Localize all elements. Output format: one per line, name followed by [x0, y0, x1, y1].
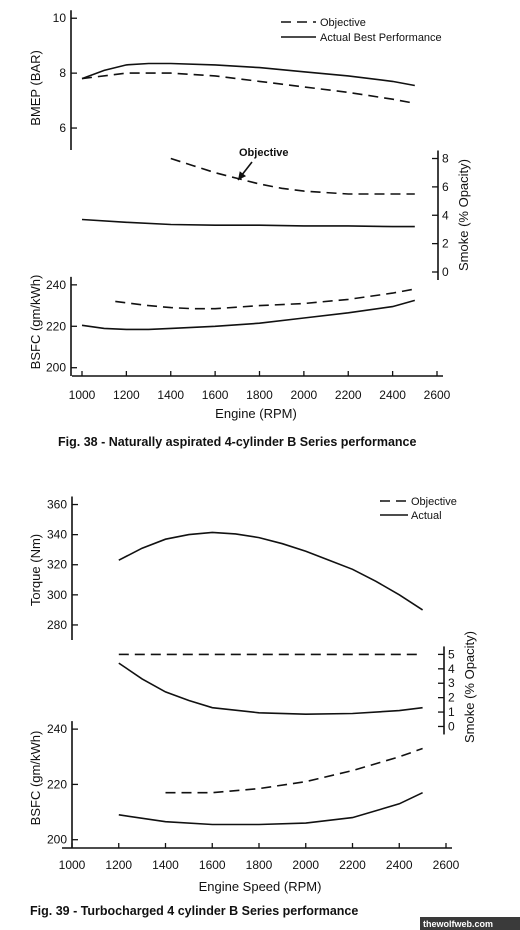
fig39-bsfc-y-label: BSFC (gm/kWh)	[28, 731, 43, 826]
fig38-bmep-actual-line	[81, 62, 415, 87]
fig39-legend-actual: Actual	[411, 510, 442, 522]
fig38-x-tick-label: 1200	[113, 388, 140, 402]
fig39-smoke-y-tick-label: 0	[448, 719, 455, 733]
fig39-smoke-y-tick-label: 4	[448, 662, 455, 676]
fig38-bmep-y-tick-label: 8	[59, 66, 66, 80]
fig39-torque-y-tick-label: 340	[47, 528, 67, 542]
fig38-bsfc-actual-line	[81, 299, 416, 331]
fig38-bsfc-y-label: BSFC (gm/kWh)	[28, 275, 43, 370]
fig39-caption: Fig. 39 - Turbocharged 4 cylinder B Seri…	[30, 904, 358, 918]
fig39-x-tick-label: 2600	[433, 858, 460, 872]
fig39-bsfc-y-tick-label: 200	[47, 833, 67, 847]
fig39-torque-y-tick-label: 280	[47, 618, 67, 632]
fig38-bmep-y-label: BMEP (BAR)	[28, 50, 43, 126]
fig38-bmep-objective-line	[81, 72, 415, 105]
fig39-bsfc-objective-line	[165, 747, 423, 794]
fig38-legend-objective: Objective	[320, 17, 366, 29]
fig39-bsfc-actual-line	[118, 791, 423, 826]
fig39-x-axis-label: Engine Speed (RPM)	[199, 879, 322, 894]
fig39-x-tick-label: 1800	[246, 858, 273, 872]
fig38-x-tick-label: 2000	[291, 388, 318, 402]
fig39-smoke-actual-line	[118, 662, 423, 716]
fig38-bmep-y-tick-label: 6	[59, 121, 66, 135]
fig39-torque-actual-line	[118, 531, 424, 611]
fig38-smoke-y-tick-label: 4	[442, 208, 449, 222]
fig39-x-tick-label: 2200	[339, 858, 366, 872]
fig39-legend-objective: Objective	[411, 496, 457, 508]
fig38-x-tick-label: 2600	[424, 388, 451, 402]
fig39-x-tick-label: 1200	[105, 858, 132, 872]
fig38-x-tick-label: 1600	[202, 388, 229, 402]
fig38-bsfc-y-tick-label: 220	[46, 319, 66, 333]
fig39-bsfc-y-tick-label: 240	[47, 722, 67, 736]
fig39-bsfc-y-tick-label: 220	[47, 777, 67, 791]
fig39-torque-y-tick-label: 320	[47, 558, 67, 572]
fig39-torque-y-tick-label: 300	[47, 588, 67, 602]
fig39-torque-y-label: Torque (Nm)	[28, 534, 43, 606]
fig-38-chart: 1000 1200 1400 1600 1800 2000 2200 2400 26006810…	[46, 10, 451, 402]
fig39-smoke-y-tick-label: 1	[448, 705, 455, 719]
fig39-x-tick-label: 1400	[152, 858, 179, 872]
fig39-x-tick-label: 1000	[59, 858, 86, 872]
fig38-smoke-y-tick-label: 6	[442, 180, 449, 194]
fig38-legend-actual: Actual Best Performance	[320, 32, 442, 44]
fig38-smoke-y-tick-label: 0	[442, 265, 449, 279]
fig38-smoke-objective-line	[170, 157, 415, 195]
fig38-objective-annotation: Objective	[239, 147, 289, 159]
fig38-smoke-y-tick-label: 8	[442, 152, 449, 166]
fig-39-chart: 1000 1200 1400 1600 1800 2000 2200 2400 26002803…	[47, 496, 460, 872]
fig38-annotation-arrowhead	[238, 171, 247, 180]
fig38-smoke-y-label: Smoke (% Opacity)	[456, 159, 471, 271]
fig39-smoke-y-tick-label: 2	[448, 691, 455, 705]
fig38-smoke-actual-line	[81, 218, 415, 228]
fig38-bmep-y-tick-label: 10	[53, 11, 67, 25]
fig38-x-tick-label: 1400	[157, 388, 184, 402]
fig38-x-tick-label: 1800	[246, 388, 273, 402]
fig38-x-tick-label: 2200	[335, 388, 362, 402]
watermark: thewolfweb.com	[423, 919, 493, 929]
fig39-smoke-y-tick-label: 5	[448, 647, 455, 661]
fig38-bsfc-objective-line	[115, 288, 415, 310]
fig38-x-axis-label: Engine (RPM)	[215, 406, 297, 421]
fig39-x-tick-label: 2000	[292, 858, 319, 872]
fig39-smoke-y-label: Smoke (% Opacity)	[462, 631, 477, 743]
fig39-x-tick-label: 1600	[199, 858, 226, 872]
fig39-torque-y-tick-label: 360	[47, 498, 67, 512]
watermark-background	[420, 917, 520, 930]
fig38-x-tick-label: 1000	[69, 388, 96, 402]
fig38-caption: Fig. 38 - Naturally aspirated 4-cylinder…	[58, 435, 417, 449]
fig38-bsfc-y-tick-label: 200	[46, 361, 66, 375]
fig38-bsfc-y-tick-label: 240	[46, 278, 66, 292]
fig39-smoke-y-tick-label: 3	[448, 676, 455, 690]
fig38-x-tick-label: 2400	[379, 388, 406, 402]
fig39-x-tick-label: 2400	[386, 858, 413, 872]
fig38-smoke-y-tick-label: 2	[442, 237, 449, 251]
